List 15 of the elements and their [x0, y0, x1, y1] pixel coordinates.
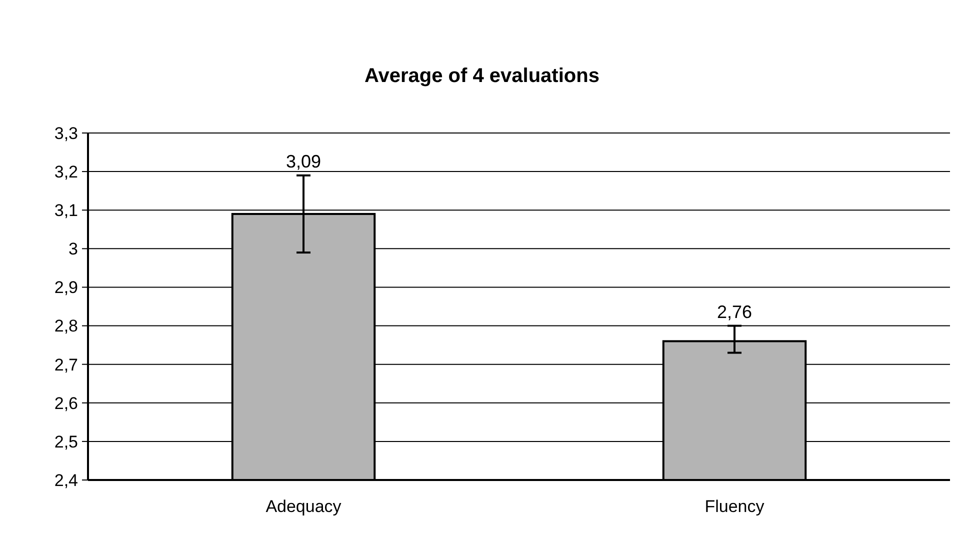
- data-label: 2,76: [716, 302, 752, 322]
- y-tick-label: 2,8: [54, 316, 78, 336]
- x-tick-label: Adequacy: [266, 497, 342, 516]
- y-tick-label: 2,5: [54, 432, 78, 452]
- y-tick-label: 2,7: [54, 355, 78, 374]
- y-tick-label: 2,4: [54, 470, 78, 490]
- chart-title: Average of 4 evaluations: [364, 65, 600, 87]
- y-tick-label: 3,2: [54, 162, 78, 182]
- y-tick-label: 3: [68, 240, 78, 259]
- y-tick-label: 3,3: [54, 124, 78, 143]
- y-tick-label: 2,6: [54, 394, 78, 413]
- data-label: 3,09: [286, 151, 322, 172]
- x-tick-label: Fluency: [704, 497, 765, 516]
- y-tick-label: 3,1: [54, 201, 78, 220]
- y-tick-label: 2,9: [54, 278, 78, 298]
